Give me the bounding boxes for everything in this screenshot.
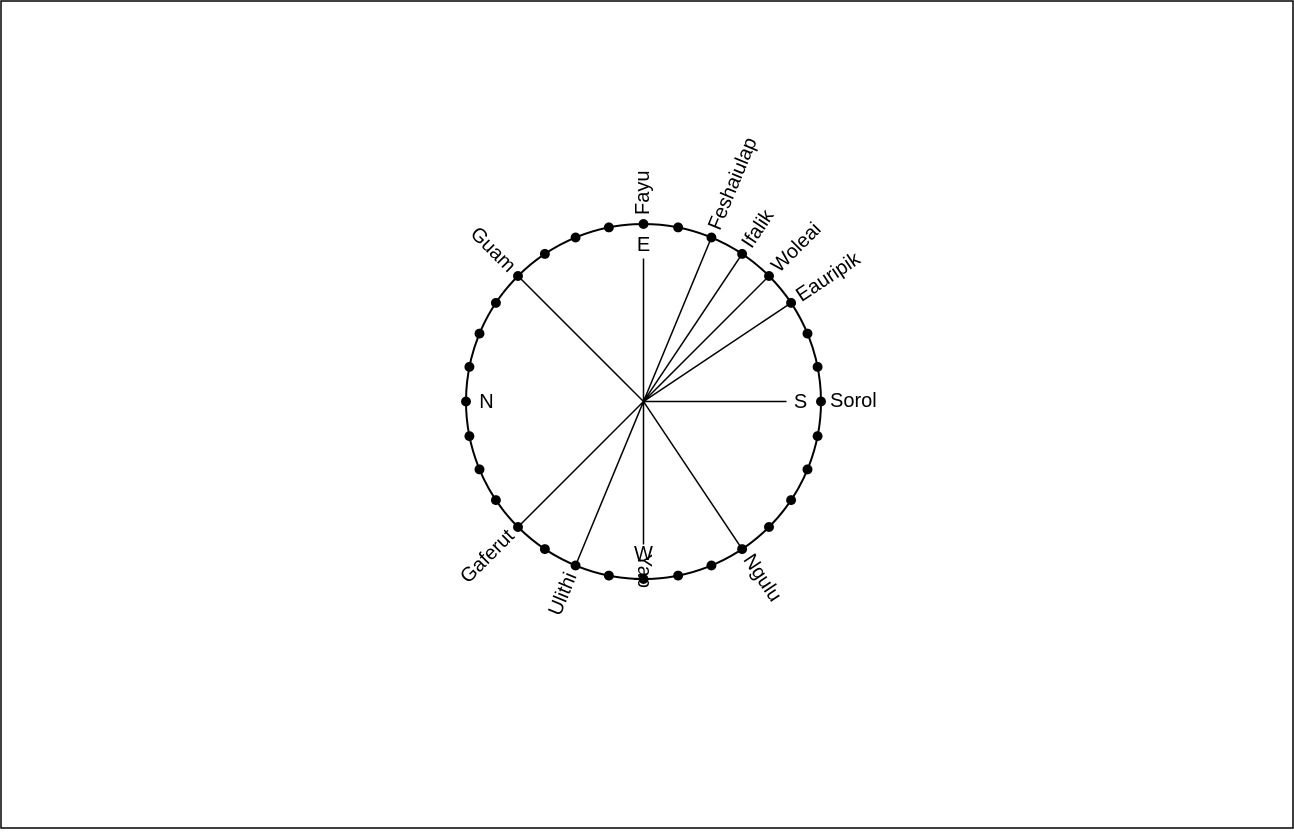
island-label: Sorol <box>830 390 877 412</box>
star-point <box>512 270 523 281</box>
star-point <box>570 232 581 243</box>
star-point <box>764 270 775 281</box>
bearing-line <box>517 275 645 403</box>
bearing-line <box>574 401 645 566</box>
star-point <box>706 560 717 571</box>
star-point <box>474 328 485 339</box>
bearing-line <box>642 275 770 403</box>
island-label: Woleai <box>767 218 826 277</box>
island-label: Ifalik <box>737 205 779 252</box>
direction-label: N <box>479 391 493 413</box>
bearing-line <box>642 401 743 550</box>
star-point <box>764 522 775 533</box>
bearing-line <box>517 400 645 528</box>
star-point <box>816 396 826 407</box>
star-point <box>737 544 748 555</box>
bearing-line <box>643 302 792 403</box>
star-point <box>737 248 748 259</box>
star-point <box>512 522 523 533</box>
island-label: Fayu <box>632 171 654 215</box>
direction-label: W <box>634 543 653 565</box>
star-point <box>603 222 614 233</box>
star-point <box>539 544 550 555</box>
direction-label: S <box>794 391 807 413</box>
direction-label: E <box>637 234 650 256</box>
island-label: Ulithi <box>544 569 581 618</box>
island-label: Guam <box>466 223 520 277</box>
star-point <box>786 495 797 506</box>
star-point <box>786 297 797 308</box>
star-point <box>464 361 475 372</box>
star-point <box>812 361 823 372</box>
star-point <box>706 232 717 243</box>
star-point <box>673 570 684 581</box>
star-point <box>474 464 485 475</box>
star-point <box>802 464 813 475</box>
star-point <box>461 396 471 407</box>
island-label: Gaferut <box>456 525 519 588</box>
star-point <box>490 495 501 506</box>
star-point <box>673 222 684 233</box>
star-point <box>490 297 501 308</box>
island-label: Yap <box>633 554 655 588</box>
bearing-line <box>642 237 713 402</box>
star-point <box>638 219 649 229</box>
star-point <box>464 431 475 442</box>
bearing-line <box>642 253 743 402</box>
star-point <box>570 560 581 571</box>
island-label: Ngulu <box>739 550 786 606</box>
star-point <box>802 328 813 339</box>
star-point <box>603 570 614 581</box>
star-point <box>638 574 649 584</box>
star-point <box>539 248 550 259</box>
star-point <box>812 431 823 442</box>
